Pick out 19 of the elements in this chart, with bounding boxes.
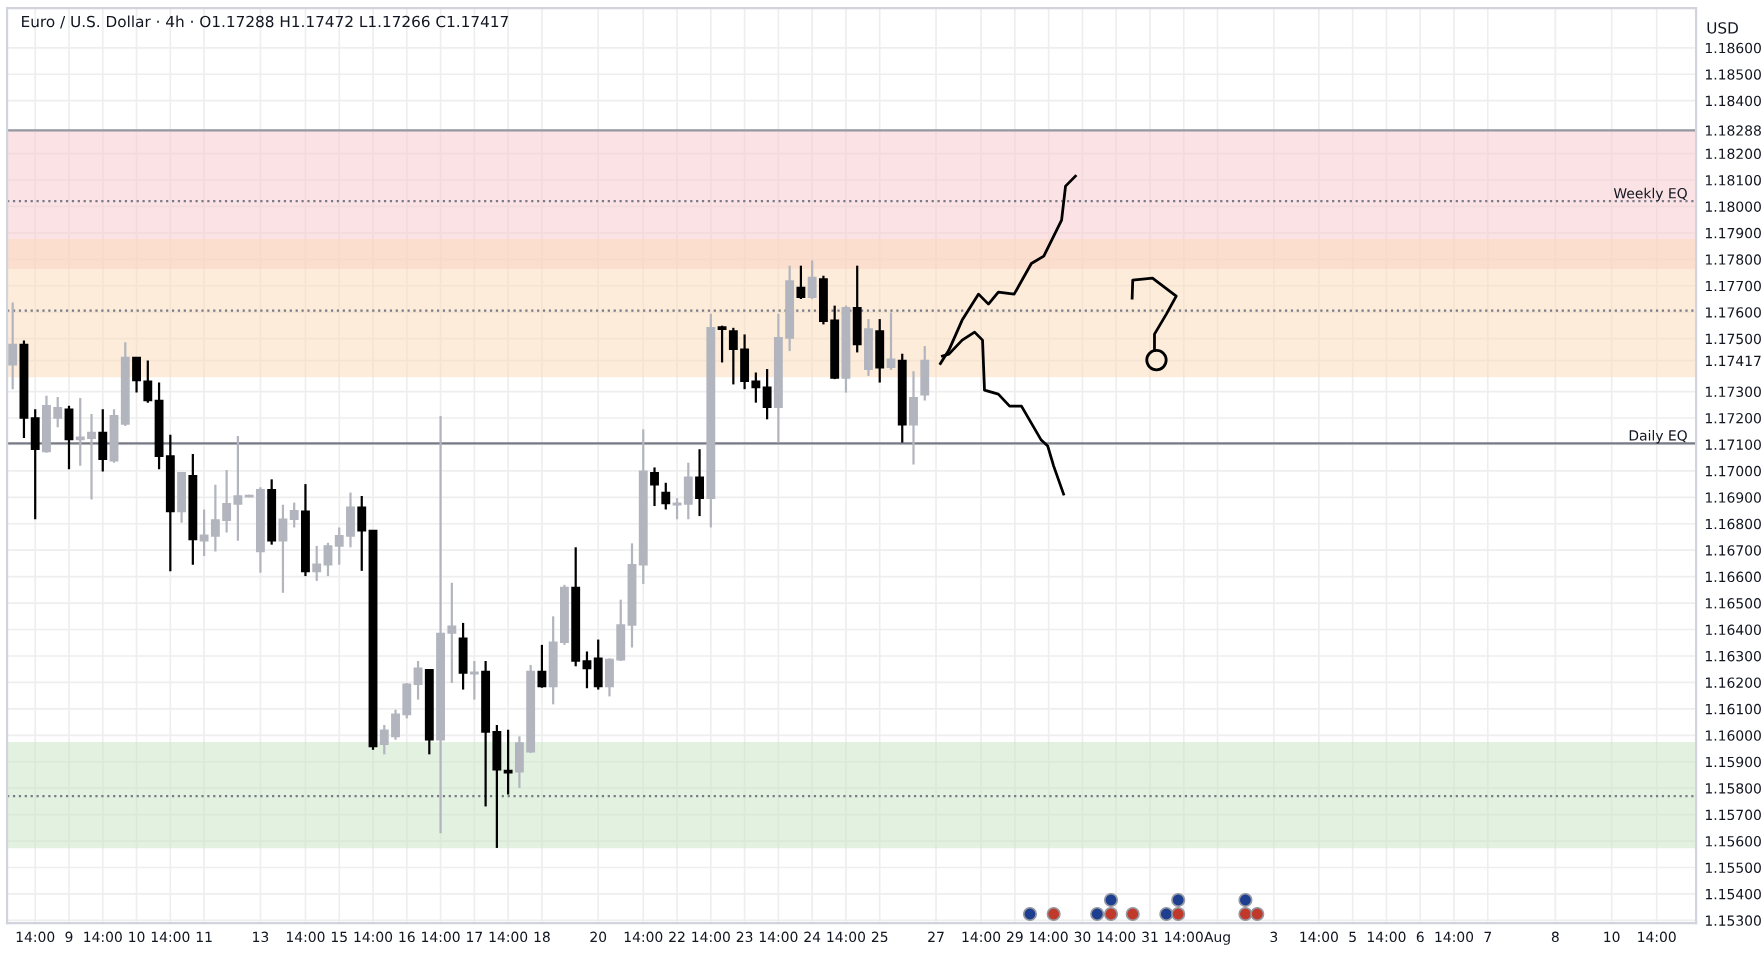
candlestick — [852, 264, 862, 354]
candlestick — [650, 466, 659, 508]
candlestick — [8, 301, 18, 391]
candlestick — [886, 311, 896, 371]
candlestick — [537, 643, 547, 689]
candlestick — [661, 481, 671, 511]
candlestick — [695, 448, 704, 518]
candlestick — [177, 471, 187, 524]
candlestick — [807, 259, 817, 301]
candlestick — [469, 659, 479, 701]
candlestick — [717, 324, 727, 364]
candlestick — [875, 317, 885, 384]
candlestick — [909, 370, 918, 466]
candlestick — [920, 344, 930, 402]
candlestick — [98, 408, 108, 473]
candlestick — [458, 621, 468, 691]
candlestick — [796, 264, 806, 301]
candlestick — [864, 317, 873, 378]
candlestick — [64, 404, 74, 471]
